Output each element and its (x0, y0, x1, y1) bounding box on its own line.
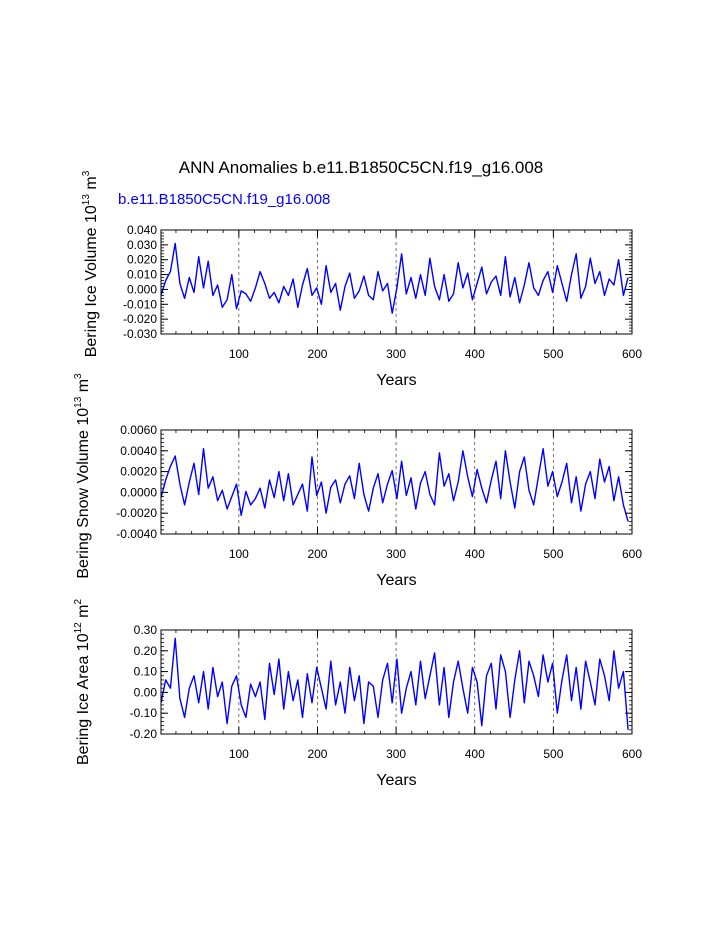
x-tick-label: 300 (386, 547, 406, 561)
y-tick-label: 0.010 (127, 268, 157, 282)
x-tick-label: 100 (229, 747, 249, 761)
x-tick-label: 200 (307, 547, 327, 561)
x-tick-label: 400 (465, 747, 485, 761)
y-tick-label: 0.040 (127, 223, 157, 237)
y-tick-label: 0.10 (134, 665, 158, 679)
chart-panel-ice-area: -0.20 -0.10 0.00 0.10 0.20 0.30 100 200 300 400 50… (73, 599, 642, 789)
y-tick-label: -0.020 (123, 312, 157, 326)
y-axis-title-exponent: 13 (73, 396, 84, 408)
y-tick-label: 0.30 (134, 623, 158, 637)
x-axis-title: Years (376, 372, 416, 389)
y-tick-label: 0.00 (134, 685, 158, 699)
y-axis-title-part: m (75, 605, 92, 623)
x-tick-label: 500 (543, 547, 563, 561)
case-label: b.e11.B1850C5CN.f19_g16.008 (118, 191, 330, 208)
y-axis-title-exponent: 13 (81, 194, 92, 206)
x-tick-label: 300 (386, 347, 406, 361)
data-series-line (161, 637, 629, 730)
x-tick-label: 500 (543, 747, 563, 761)
y-tick-label: -0.010 (123, 297, 157, 311)
x-axis-title: Years (376, 572, 416, 589)
y-tick-label: 0.030 (127, 238, 157, 252)
data-series-line (161, 448, 629, 522)
x-tick-label: 300 (386, 747, 406, 761)
x-tick-label: 200 (307, 347, 327, 361)
chart-panel-snow-volume: -0.0040 -0.0020 0.0000 0.0020 0.0040 0.0060 10… (73, 373, 642, 589)
y-tick-label: -0.0020 (116, 506, 157, 520)
y-axis-title-exponent: 3 (81, 170, 92, 176)
y-tick-label: -0.0040 (116, 527, 157, 541)
y-tick-label: 0.0020 (120, 465, 157, 479)
y-tick-label: 0.0000 (120, 485, 157, 499)
y-axis-title-part: Bering Ice Area 10 (75, 633, 92, 765)
x-tick-label: 600 (622, 747, 642, 761)
y-tick-label: 0.0040 (120, 444, 157, 458)
x-tick-label: 600 (622, 347, 642, 361)
y-axis-title-exponent: 3 (73, 373, 84, 379)
y-axis-title-part: m (83, 176, 100, 194)
y-axis-title: Bering Snow Volume 1013 m3 (73, 373, 92, 579)
y-tick-label: -0.10 (130, 706, 158, 720)
x-tick-label: 100 (229, 547, 249, 561)
y-axis-title: Bering Ice Area 1012 m2 (73, 599, 92, 766)
y-axis-title-exponent: 12 (73, 622, 84, 634)
y-axis-title-part: Bering Ice Volume 10 (83, 205, 100, 357)
y-tick-label: -0.20 (130, 727, 158, 741)
x-tick-label: 600 (622, 547, 642, 561)
chart-panels: -0.030-0.020-0.0100.0000.0100.0200.0300.… (73, 170, 642, 789)
main-title: ANN Anomalies b.e11.B1850C5CN.f19_g16.00… (179, 158, 543, 177)
data-series-line (161, 242, 629, 314)
y-axis-title-part: m (75, 379, 92, 397)
y-tick-label: 0.020 (127, 253, 157, 267)
x-axis-title: Years (376, 772, 416, 789)
x-tick-label: 500 (543, 347, 563, 361)
chart-panel-ice-volume: -0.030-0.020-0.0100.0000.0100.0200.0300.… (81, 170, 642, 389)
x-tick-label: 400 (465, 547, 485, 561)
y-tick-label: -0.030 (123, 327, 157, 341)
x-tick-label: 200 (307, 747, 327, 761)
y-axis-title: Bering Ice Volume 1013 m3 (81, 170, 100, 357)
y-tick-label: 0.000 (127, 282, 157, 296)
y-axis-title-part: Bering Snow Volume 10 (75, 408, 92, 579)
x-tick-label: 400 (465, 347, 485, 361)
y-tick-label: 0.0060 (120, 423, 157, 437)
y-axis-title-exponent: 2 (73, 599, 84, 605)
y-tick-label: 0.20 (134, 644, 158, 658)
x-tick-label: 100 (229, 347, 249, 361)
